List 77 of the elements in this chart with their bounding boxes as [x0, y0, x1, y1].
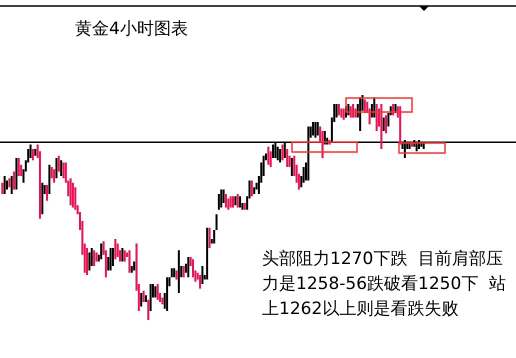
candlestick [220, 190, 222, 208]
candlestick [182, 266, 185, 278]
annotation: 头部阻力1270下跌 目前肩部压力是1258-56跌破看1250下 站上1262以上则是看跌失败 [262, 249, 506, 319]
candlestick [10, 176, 13, 194]
candlestick [144, 295, 147, 302]
candlestick [290, 158, 293, 176]
candlestick [224, 194, 227, 208]
candlestick [173, 268, 176, 278]
candlestick [201, 266, 204, 284]
candlestick [58, 156, 60, 172]
candlestick [170, 268, 173, 278]
candlestick [72, 182, 74, 208]
candlestick [376, 104, 378, 131]
candlestick [234, 196, 236, 206]
candlestick [147, 300, 150, 320]
candlestick [1, 182, 4, 194]
candlestick [93, 250, 96, 266]
candlestick [124, 250, 126, 262]
candlestick [60, 160, 62, 176]
chart-title: 黄金4小时图表 [75, 19, 188, 39]
candlestick [232, 196, 234, 208]
candlestick [154, 286, 156, 298]
candlestick [276, 146, 279, 160]
candlestick [32, 149, 34, 160]
candlestick [133, 262, 136, 270]
candlestick [100, 244, 102, 260]
candlestick [208, 228, 210, 248]
candlestick [18, 158, 20, 176]
candlestick [128, 250, 130, 273]
candlestick [359, 97, 362, 131]
candlestick [267, 146, 270, 165]
candlestick [239, 196, 242, 208]
candlestick [270, 151, 272, 167]
candlestick [156, 284, 159, 300]
candlestick [281, 144, 284, 160]
candlestick [41, 182, 44, 214]
candlestick [399, 106, 402, 144]
candlestick [216, 214, 218, 230]
candlestick [48, 164, 50, 194]
candlestick [46, 185, 48, 201]
candlestick [121, 248, 124, 262]
candlestick [34, 149, 36, 156]
candlestick [4, 176, 6, 194]
candlestick [342, 108, 345, 120]
candlestick [206, 228, 208, 280]
candlestick [8, 178, 10, 188]
candlestick [286, 149, 288, 167]
candlestick [213, 230, 216, 244]
candlestick [53, 169, 56, 183]
candlestick [307, 126, 310, 180]
candlestick [15, 158, 18, 190]
candlestick [236, 194, 239, 208]
candlestick [187, 257, 190, 278]
candlestick [385, 115, 388, 134]
candlestick [176, 270, 178, 280]
candlestick [380, 104, 382, 149]
candlestick [253, 187, 256, 194]
candlestick [279, 149, 282, 162]
candlestick [230, 196, 232, 208]
candlestick [199, 275, 202, 288]
candlestick [244, 203, 246, 210]
candlestick [150, 284, 152, 311]
candlestick [382, 118, 385, 131]
candlestick [114, 239, 116, 260]
candlestick [178, 250, 180, 293]
candlestick [70, 178, 72, 206]
candlestick [166, 277, 168, 311]
candlestick [110, 248, 112, 270]
candlestick [13, 172, 16, 190]
candlestick [140, 293, 142, 306]
candlestick [314, 122, 316, 138]
candlestick [338, 104, 340, 116]
candlestick [312, 122, 314, 136]
candlestick [142, 290, 145, 302]
candlestick [250, 180, 253, 196]
candlestick [55, 158, 58, 178]
candlestick [316, 122, 319, 136]
